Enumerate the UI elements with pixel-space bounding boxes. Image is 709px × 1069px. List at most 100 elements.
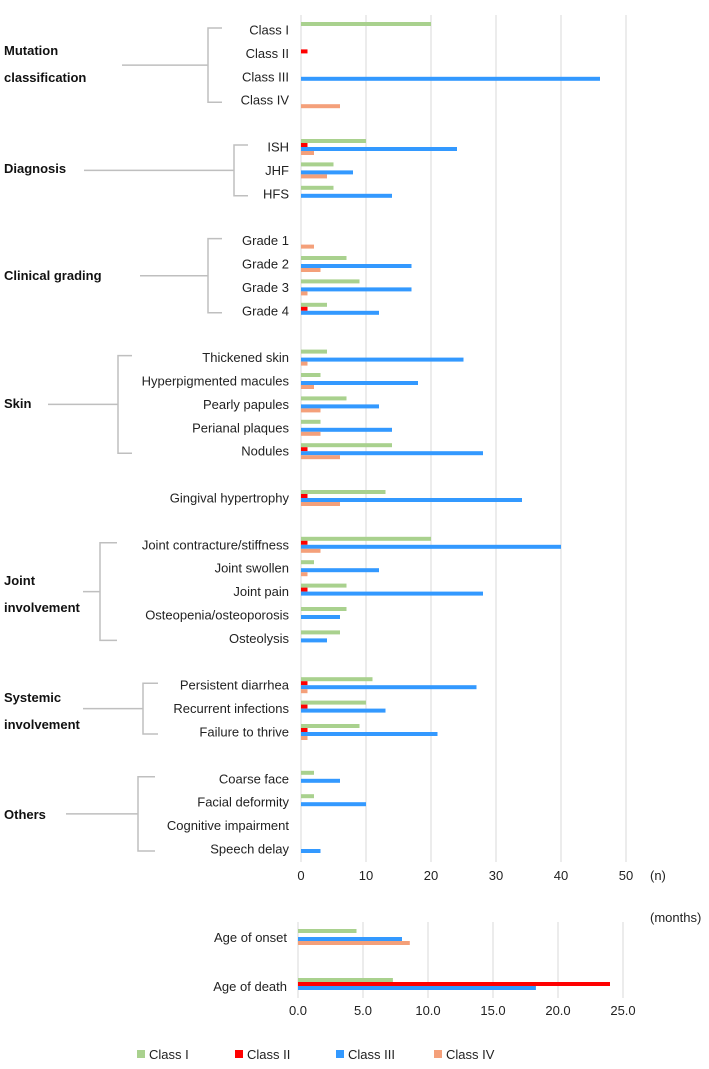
legend-label: Class I — [149, 1047, 189, 1062]
category-label: Persistent diarrhea — [180, 678, 290, 693]
bar-class-iii — [301, 849, 321, 853]
bottom-chart-x-ticks: 0.0 5.0 10.0 15.0 20.0 25.0 — [289, 1003, 636, 1018]
category-label: Class II — [246, 46, 289, 61]
bar-class-iii — [301, 404, 379, 409]
bar-class-iii — [301, 427, 392, 432]
category-label: Pearly papules — [203, 397, 289, 412]
bar-class-i — [301, 583, 347, 588]
x-tick-label: 0.0 — [289, 1003, 307, 1018]
x-tick-label: 10.0 — [415, 1003, 440, 1018]
category-label: Gingival hypertrophy — [170, 491, 290, 506]
bar-class-iv — [301, 455, 340, 460]
bar-class-ii — [301, 540, 308, 545]
x-tick-label: 10 — [359, 868, 373, 883]
x-tick-label: 20.0 — [545, 1003, 570, 1018]
category-label: HFS — [263, 186, 289, 201]
group-bracket — [66, 776, 155, 852]
bar-class-iv — [301, 291, 308, 296]
bar-class-iv — [301, 361, 308, 366]
bar-class-iii — [298, 986, 536, 990]
bar-class-i — [301, 419, 321, 424]
group-label: Diagnosis — [4, 161, 66, 176]
bar-class-ii — [301, 49, 308, 54]
bar-class-iv — [301, 548, 321, 553]
category-label: Joint pain — [233, 584, 289, 599]
category-label: Perianal plaques — [192, 420, 289, 435]
bar-class-iv — [301, 689, 308, 694]
bar-class-iv — [301, 572, 308, 577]
bar-class-i — [301, 443, 392, 448]
bar-class-iv — [301, 736, 308, 740]
category-label: Thickened skin — [202, 350, 289, 365]
x-tick-label: 25.0 — [610, 1003, 635, 1018]
bar-class-i — [301, 724, 360, 728]
bar-class-iii — [301, 193, 392, 198]
bar-class-i — [301, 349, 327, 354]
bar-class-iii — [301, 708, 386, 713]
bar-class-i — [301, 677, 373, 682]
bottom-chart-category-labels: Age of onset Age of death — [213, 930, 287, 994]
x-tick-label: 5.0 — [354, 1003, 372, 1018]
bar-class-iii — [301, 310, 379, 315]
group-label: Skin — [4, 396, 32, 411]
category-label: JHF — [265, 163, 289, 178]
category-label: Class IV — [241, 93, 290, 108]
category-label: Facial deformity — [197, 795, 289, 810]
group-label: involvement — [4, 717, 81, 732]
bar-class-i — [301, 302, 327, 307]
bar-class-iv — [301, 431, 321, 436]
bar-class-iii — [301, 778, 340, 783]
bar-class-i — [301, 490, 386, 494]
bar-class-i — [298, 929, 357, 933]
x-tick-label: 40 — [554, 868, 568, 883]
bar-class-iii — [301, 615, 340, 619]
bar-class-i — [301, 396, 347, 401]
bar-class-iii — [301, 568, 379, 573]
top-chart-gridlines — [300, 15, 627, 862]
legend-swatch — [336, 1050, 344, 1058]
bar-class-i — [301, 794, 314, 799]
bar-class-i — [301, 279, 360, 284]
bar-class-ii — [301, 587, 308, 592]
group-label: Mutation — [4, 43, 58, 58]
legend-label: Class II — [247, 1047, 290, 1062]
bottom-x-axis-unit: (months) — [650, 910, 701, 925]
bar-class-iii — [301, 357, 464, 362]
category-label: Age of onset — [214, 930, 287, 945]
bar-class-iii — [301, 591, 483, 596]
x-tick-label: 50 — [619, 868, 633, 883]
bar-class-iii — [301, 147, 457, 151]
category-label: Osteopenia/osteoporosis — [145, 608, 289, 623]
category-label: Class III — [242, 69, 289, 84]
legend-swatch — [137, 1050, 145, 1058]
legend-label: Class III — [348, 1047, 395, 1062]
bottom-chart-bars — [298, 929, 610, 990]
group-bracket — [122, 27, 222, 103]
bar-class-i — [301, 770, 314, 775]
x-tick-label: 0 — [297, 868, 304, 883]
category-label: Hyperpigmented macules — [142, 374, 290, 389]
bar-class-i — [301, 22, 431, 26]
bar-class-iii — [301, 264, 412, 268]
group-bracket — [140, 237, 222, 314]
top-chart-bars — [301, 22, 600, 853]
bar-class-ii — [301, 306, 308, 311]
category-label: Age of death — [213, 979, 287, 994]
bar-class-i — [301, 700, 366, 705]
category-label: Class I — [249, 23, 289, 38]
bar-class-iv — [301, 104, 340, 109]
bar-class-iii — [301, 498, 522, 502]
bar-class-iii — [301, 451, 483, 456]
category-label: Grade 4 — [242, 303, 289, 318]
x-tick-label: 20 — [424, 868, 438, 883]
bar-class-i — [301, 630, 340, 635]
bar-class-ii — [301, 143, 308, 147]
bar-class-iii — [301, 732, 438, 736]
top-x-axis-unit: (n) — [650, 868, 666, 883]
bar-class-i — [301, 607, 347, 611]
bar-class-i — [301, 162, 334, 167]
group-bracket — [83, 542, 117, 642]
bar-class-iii — [301, 802, 366, 807]
bar-class-i — [301, 139, 366, 143]
group-brackets: Mutation classification Diagnosis Clinical … — [4, 27, 248, 852]
